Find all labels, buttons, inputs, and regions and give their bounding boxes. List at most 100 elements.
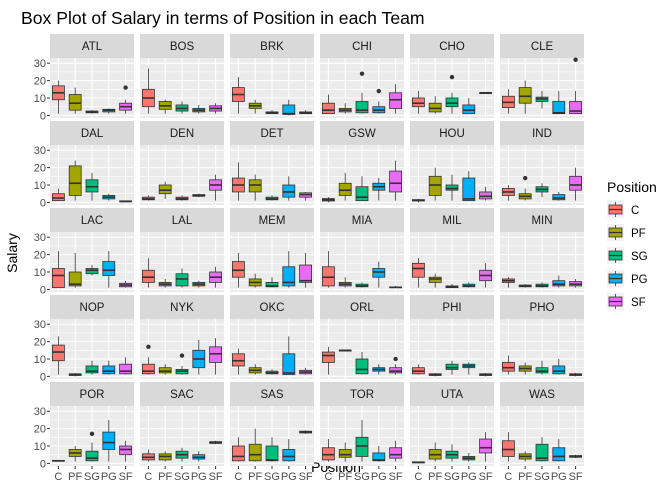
outlier-point xyxy=(393,356,398,362)
strip-label: HOU xyxy=(439,128,465,140)
x-tick-label: PF xyxy=(338,471,352,480)
box-body xyxy=(68,94,82,111)
box-sg xyxy=(445,74,459,114)
box-body xyxy=(102,431,116,450)
box-c xyxy=(231,77,245,114)
box-body xyxy=(102,365,116,375)
box-body xyxy=(85,450,99,462)
box-sf xyxy=(299,110,313,115)
panel-sas: SAS C PF SG PG SF xyxy=(230,382,314,480)
box-sf xyxy=(479,432,493,462)
box-c xyxy=(141,195,155,201)
strip-background xyxy=(500,121,584,145)
box-sg xyxy=(445,284,459,289)
strip-label: UTA xyxy=(441,389,463,401)
box-c xyxy=(501,432,515,462)
box-pf xyxy=(158,278,172,288)
legend-label: SF xyxy=(631,297,646,309)
box-body xyxy=(52,344,65,362)
strip-label: NYK xyxy=(170,302,194,314)
x-tick-label: C xyxy=(414,471,422,480)
box-body xyxy=(501,440,515,457)
box-pf xyxy=(338,349,352,352)
box-sg xyxy=(355,282,369,288)
strip-label: MIL xyxy=(442,215,462,227)
x-tick-label: C xyxy=(54,471,62,480)
strip-background xyxy=(410,382,494,406)
box-body xyxy=(445,363,459,370)
x-tick-label: SF xyxy=(119,471,133,480)
x-tick-label: SF xyxy=(479,471,493,480)
box-body xyxy=(552,280,566,287)
strip-background xyxy=(320,295,404,319)
box-body xyxy=(462,177,476,202)
box-body xyxy=(355,101,369,114)
box-c xyxy=(501,355,515,375)
strip-background xyxy=(140,295,224,319)
box-sf xyxy=(569,167,582,201)
box-pg xyxy=(372,261,386,288)
box-c xyxy=(231,252,245,288)
box-body xyxy=(231,445,245,462)
strip-background xyxy=(320,121,404,145)
panel-den: DEN xyxy=(140,121,224,205)
box-body xyxy=(338,449,352,458)
box-pf xyxy=(248,273,262,288)
x-tick-label: PG xyxy=(371,471,387,480)
outlier-point xyxy=(523,175,528,181)
box-pg xyxy=(282,176,296,201)
box-body xyxy=(355,186,369,202)
strip-label: WAS xyxy=(529,389,555,401)
y-tick-label: 0 xyxy=(40,110,46,122)
box-body xyxy=(479,438,493,454)
box-body xyxy=(372,452,386,462)
box-c xyxy=(321,439,335,462)
box-body xyxy=(85,365,99,374)
box-body xyxy=(209,346,223,363)
box-sg xyxy=(445,360,459,375)
x-tick-label: C xyxy=(144,471,152,480)
box-sg xyxy=(175,101,189,114)
y-tick-label: 10 xyxy=(34,180,46,192)
box-sg xyxy=(265,369,279,375)
box-pg xyxy=(552,275,566,288)
panel-sac: SAC C PF SG PG SF xyxy=(140,382,224,480)
x-tick-label: SG xyxy=(444,471,460,480)
box-pg xyxy=(102,193,116,201)
strip-background xyxy=(230,295,314,319)
box-c xyxy=(52,336,65,375)
box-pf xyxy=(428,96,442,114)
box-c xyxy=(231,162,245,201)
box-pg xyxy=(192,104,206,114)
y-tick-label: 30 xyxy=(34,58,46,70)
strip-background xyxy=(410,208,494,232)
box-body xyxy=(389,170,403,193)
box-sf xyxy=(569,57,582,115)
facet-panels: ATL 0 10 20 30 BOS BRK CHI CHO CLE DAL 0 10 20 30 DEN DE… xyxy=(34,34,584,480)
box-sg xyxy=(445,444,459,462)
strip-label: SAC xyxy=(170,389,194,401)
strip-background xyxy=(500,382,584,406)
strip-background xyxy=(320,34,404,58)
panel-ind: IND xyxy=(500,121,584,205)
box-body xyxy=(282,449,296,462)
y-tick-label: 0 xyxy=(40,458,46,470)
outlier-point xyxy=(359,71,365,76)
legend-label: SG xyxy=(631,251,648,263)
box-pf xyxy=(248,99,262,114)
box-body xyxy=(552,447,566,462)
x-tick-label: PG xyxy=(281,471,297,480)
box-body xyxy=(389,92,403,109)
panel-mem: MEM xyxy=(230,208,314,292)
box-c xyxy=(501,277,515,288)
box-body xyxy=(68,271,82,287)
box-pf xyxy=(68,160,82,201)
box-body xyxy=(141,269,155,283)
x-tick-label: SF xyxy=(569,471,583,480)
box-sg xyxy=(175,447,189,462)
strip-label: PHO xyxy=(530,302,555,314)
box-sg xyxy=(535,91,549,109)
x-tick-label: PG xyxy=(101,471,117,480)
box-sf xyxy=(299,367,313,375)
legend-item-sg: SG xyxy=(607,247,648,264)
